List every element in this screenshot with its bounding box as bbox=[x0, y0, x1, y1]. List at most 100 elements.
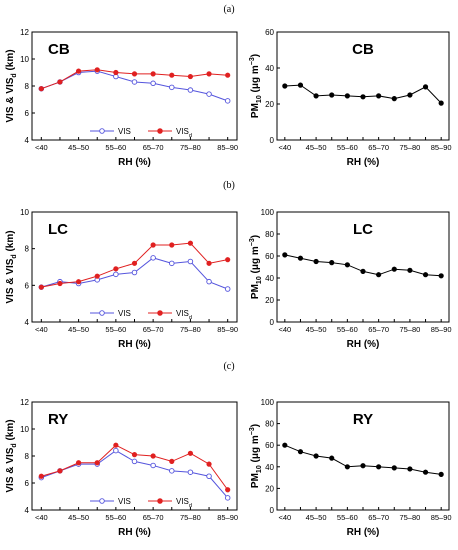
x-tick-label: 85–90 bbox=[431, 325, 452, 334]
series-line bbox=[284, 84, 442, 104]
y-tick-label: 40 bbox=[265, 274, 274, 283]
x-tick-label: 65–70 bbox=[368, 325, 389, 334]
data-point bbox=[113, 271, 119, 278]
x-tick-label: 65–70 bbox=[143, 143, 164, 152]
y-tick-label: 10 bbox=[20, 425, 29, 434]
y-tick-label: 0 bbox=[270, 136, 275, 145]
y-tick-label: 10 bbox=[20, 55, 29, 64]
data-point bbox=[422, 272, 429, 278]
station-label: RY bbox=[353, 411, 373, 428]
data-point bbox=[344, 93, 350, 99]
y-tick-label: 8 bbox=[25, 82, 30, 91]
x-tick-label: 45–50 bbox=[306, 143, 327, 152]
data-point bbox=[329, 455, 335, 461]
data-point bbox=[150, 462, 156, 469]
y-tick-label: 4 bbox=[25, 318, 30, 327]
legend-marker bbox=[157, 498, 163, 504]
y-axis-title: PM10 (μg m−3) bbox=[249, 235, 263, 299]
label-part: d bbox=[189, 133, 192, 139]
data-point bbox=[169, 84, 175, 91]
y-tick-label: 12 bbox=[20, 398, 29, 407]
data-point bbox=[187, 469, 194, 475]
y-tick-label: 8 bbox=[25, 245, 30, 254]
x-tick-label: <40 bbox=[35, 325, 48, 334]
y-tick-label: 20 bbox=[265, 100, 274, 109]
data-point bbox=[38, 473, 44, 479]
label-part: VIS bbox=[5, 447, 16, 463]
x-tick-label: 75–80 bbox=[180, 143, 201, 152]
data-point bbox=[38, 86, 44, 92]
label-part: 10 bbox=[256, 465, 263, 473]
x-tick-label: <40 bbox=[278, 325, 291, 334]
label-part: VIS bbox=[176, 127, 189, 136]
data-point bbox=[360, 94, 366, 100]
x-tick-label: <40 bbox=[35, 143, 48, 152]
x-tick-label: 65–70 bbox=[368, 143, 389, 152]
data-point bbox=[75, 68, 82, 74]
data-point bbox=[206, 91, 212, 97]
data-point bbox=[150, 242, 156, 248]
x-tick-label: 65–70 bbox=[143, 325, 164, 334]
label-part: d bbox=[11, 254, 18, 258]
data-point bbox=[344, 262, 350, 268]
data-point bbox=[150, 255, 156, 261]
label-part: (km) bbox=[5, 419, 16, 443]
data-point bbox=[297, 449, 304, 455]
label-part: VIS bbox=[118, 497, 131, 506]
data-point bbox=[297, 82, 304, 88]
data-point bbox=[360, 268, 366, 275]
data-point bbox=[113, 442, 119, 448]
y-tick-label: 0 bbox=[270, 318, 275, 327]
y-tick-label: 8 bbox=[25, 452, 30, 461]
y-tick-label: 60 bbox=[265, 252, 274, 261]
x-tick-label: 45–50 bbox=[68, 143, 89, 152]
y-tick-label: 20 bbox=[265, 484, 274, 493]
data-point bbox=[169, 260, 175, 267]
label-part: −3 bbox=[249, 427, 256, 435]
label-part: d bbox=[189, 503, 192, 509]
station-label: CB bbox=[48, 41, 70, 58]
x-axis-title: RH (%) bbox=[347, 157, 380, 168]
y-tick-label: 4 bbox=[25, 506, 30, 515]
label-part: d bbox=[11, 73, 18, 77]
x-tick-label: 75–80 bbox=[399, 143, 420, 152]
label-part: VIS & bbox=[5, 464, 16, 493]
label-part: (km) bbox=[5, 49, 16, 73]
label-part: (μg m bbox=[250, 435, 261, 465]
label-part: (μg m bbox=[250, 65, 261, 95]
x-tick-label: 55–60 bbox=[337, 143, 358, 152]
legend-marker bbox=[99, 128, 105, 134]
data-point bbox=[113, 69, 119, 76]
data-point bbox=[169, 468, 175, 474]
label-part: VIS bbox=[176, 309, 189, 318]
y-axis-title: VIS & VISd (km) bbox=[5, 49, 18, 122]
x-tick-label: 55–60 bbox=[105, 143, 126, 152]
data-point bbox=[329, 92, 335, 98]
y-tick-label: 100 bbox=[261, 398, 275, 407]
legend-label: VISd bbox=[176, 497, 192, 509]
data-point bbox=[150, 80, 156, 87]
legend-marker bbox=[157, 310, 163, 316]
data-point bbox=[187, 258, 194, 265]
station-label: CB bbox=[352, 41, 374, 58]
x-tick-label: 55–60 bbox=[337, 325, 358, 334]
x-axis-title: RH (%) bbox=[347, 527, 380, 538]
data-point bbox=[206, 473, 212, 480]
legend-label: VIS bbox=[118, 309, 131, 318]
data-point bbox=[131, 71, 138, 77]
panel-label-b: (b) bbox=[223, 180, 235, 191]
x-tick-label: 65–70 bbox=[368, 513, 389, 522]
label-part: (μg m bbox=[250, 246, 261, 276]
data-point bbox=[187, 87, 194, 93]
data-point bbox=[282, 442, 288, 448]
data-point bbox=[376, 464, 382, 470]
data-point bbox=[57, 280, 63, 287]
station-label: LC bbox=[353, 221, 373, 238]
x-tick-label: <40 bbox=[278, 513, 291, 522]
data-point bbox=[313, 258, 319, 265]
label-part: −3 bbox=[249, 57, 256, 65]
data-point bbox=[131, 458, 138, 465]
data-point bbox=[187, 240, 194, 246]
y-tick-label: 60 bbox=[265, 441, 274, 450]
